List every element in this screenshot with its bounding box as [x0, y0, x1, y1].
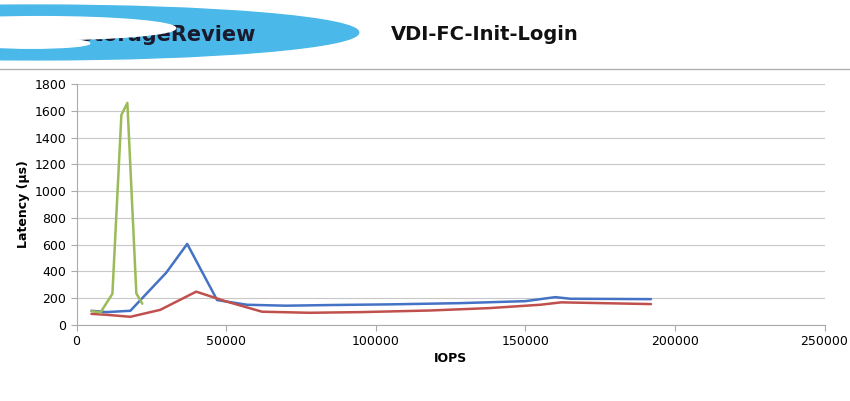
Circle shape — [0, 5, 359, 60]
Line: Micron 6500 ION 30.72TB: Micron 6500 ION 30.72TB — [92, 244, 651, 312]
Solidigm P5316 30.72TB — [87, 309, 97, 314]
Micron 6500 ION 30.72TB — [386, 302, 396, 307]
Solidigm P5316 30.72TB — [107, 292, 117, 296]
Solidigm P5316 30.72TB — [116, 113, 127, 117]
Micron 6500 ION 30.72TB — [550, 295, 560, 300]
Solidigm P5316 30.72TB — [131, 291, 141, 296]
Micron 6500 ION 30.72TB — [182, 241, 192, 246]
Micron 9400 Pro 30.72TB — [355, 310, 366, 314]
Micron 6500 ION 30.72TB — [280, 303, 291, 308]
Micron 9400 Pro 30.72TB — [87, 312, 97, 316]
Micron 6500 ION 30.72TB — [242, 302, 252, 307]
Solidigm P5316 30.72TB — [95, 310, 105, 315]
Micron 9400 Pro 30.72TB — [221, 299, 231, 304]
Legend: Micron 6500 ION 30.72TB, Micron 9400 Pro 30.72TB, Solidigm P5316 30.72TB: Micron 6500 ION 30.72TB, Micron 9400 Pro… — [144, 399, 756, 401]
Micron 6500 ION 30.72TB — [326, 303, 336, 308]
Micron 6500 ION 30.72TB — [646, 297, 656, 302]
Y-axis label: Latency (µs): Latency (µs) — [17, 160, 30, 249]
X-axis label: IOPS: IOPS — [434, 352, 468, 365]
Text: VDI-FC-Init-Login: VDI-FC-Init-Login — [391, 25, 578, 44]
Micron 6500 ION 30.72TB — [212, 298, 222, 302]
Circle shape — [0, 16, 176, 40]
Line: Solidigm P5316 30.72TB: Solidigm P5316 30.72TB — [92, 103, 142, 312]
Micron 9400 Pro 30.72TB — [125, 314, 135, 319]
Micron 6500 ION 30.72TB — [101, 310, 111, 314]
Micron 9400 Pro 30.72TB — [101, 312, 111, 317]
Micron 9400 Pro 30.72TB — [424, 308, 434, 313]
Micron 9400 Pro 30.72TB — [191, 289, 201, 294]
Micron 6500 ION 30.72TB — [565, 296, 575, 301]
Micron 6500 ION 30.72TB — [125, 308, 135, 313]
Solidigm P5316 30.72TB — [137, 301, 147, 306]
Micron 9400 Pro 30.72TB — [156, 308, 166, 312]
Circle shape — [0, 38, 89, 48]
Line: Micron 9400 Pro 30.72TB: Micron 9400 Pro 30.72TB — [92, 292, 651, 317]
Micron 9400 Pro 30.72TB — [536, 302, 546, 307]
Micron 9400 Pro 30.72TB — [257, 309, 267, 314]
Micron 9400 Pro 30.72TB — [646, 302, 656, 306]
Solidigm P5316 30.72TB — [122, 101, 133, 105]
Micron 6500 ION 30.72TB — [162, 270, 172, 275]
Text: StorageReview: StorageReview — [78, 24, 256, 45]
Micron 9400 Pro 30.72TB — [556, 300, 566, 305]
Micron 9400 Pro 30.72TB — [305, 310, 315, 315]
Micron 6500 ION 30.72TB — [520, 299, 530, 304]
Micron 6500 ION 30.72TB — [87, 308, 97, 313]
Micron 6500 ION 30.72TB — [455, 301, 465, 306]
Micron 9400 Pro 30.72TB — [484, 306, 495, 310]
